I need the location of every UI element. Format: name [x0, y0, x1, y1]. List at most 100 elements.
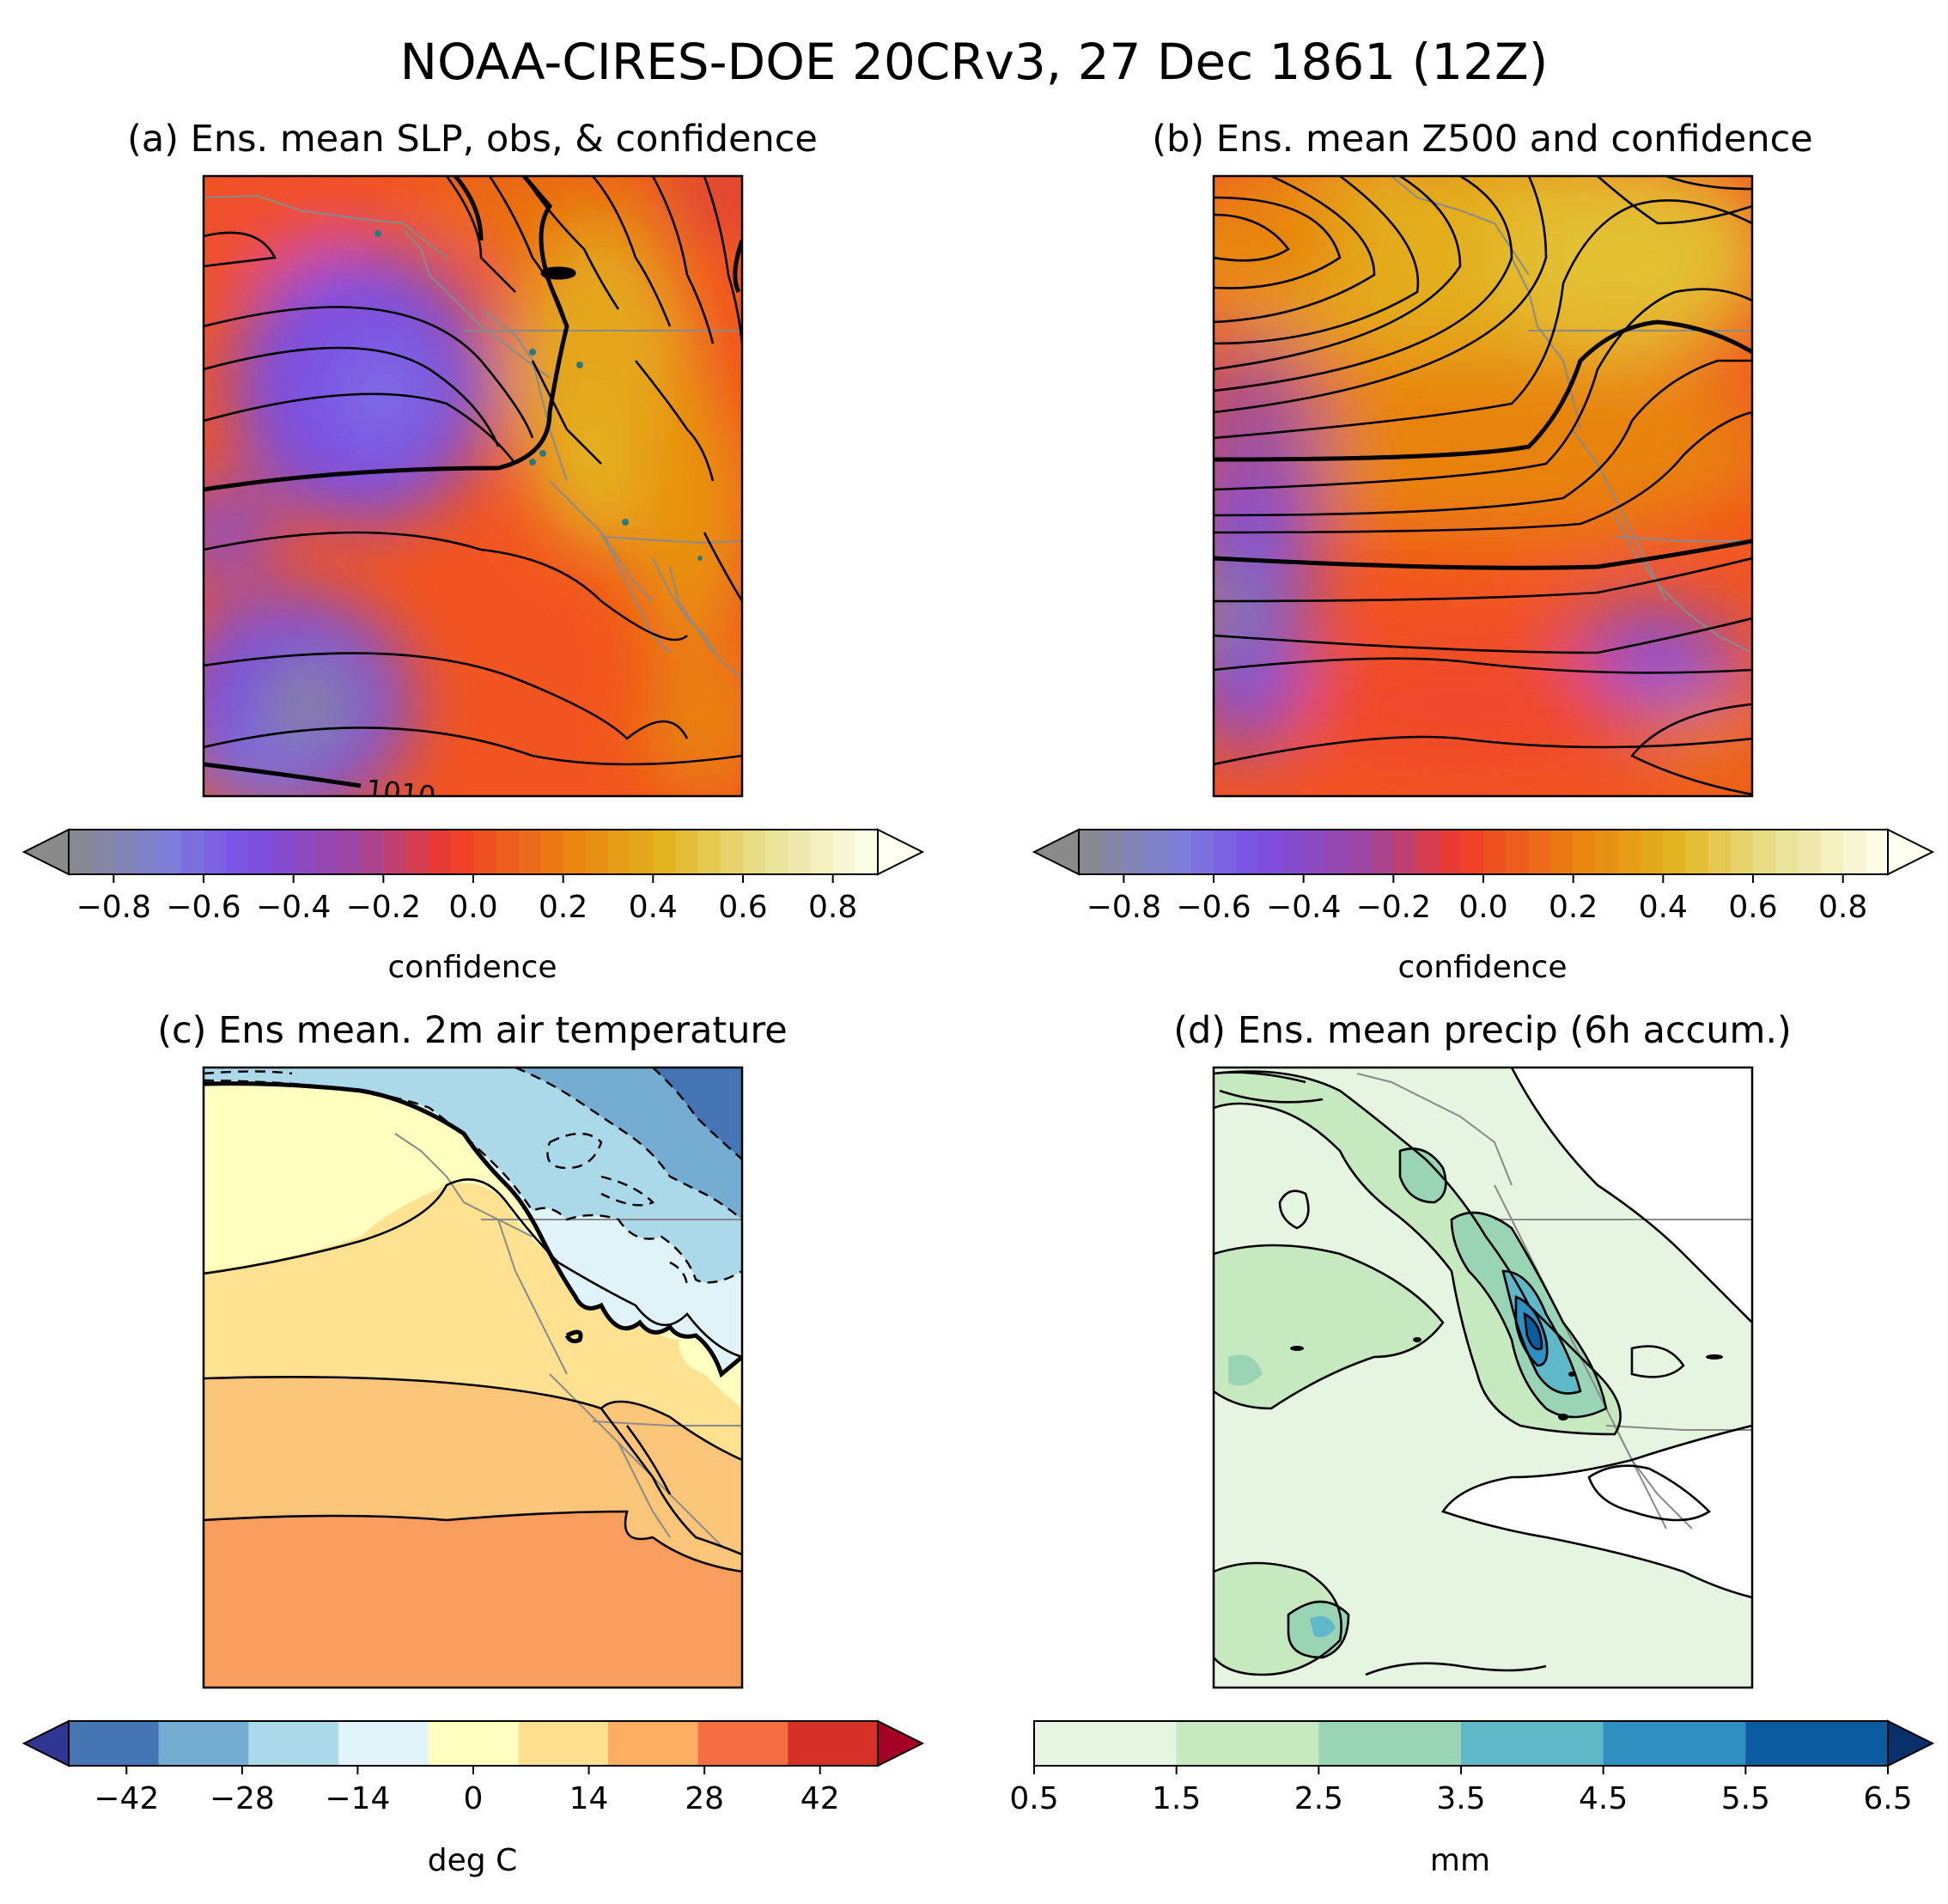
- panel-a-slp-bold-contours: [204, 176, 742, 788]
- colorbar-tick-label: −0.6: [1176, 890, 1251, 925]
- colorbar-tick-label: 1.5: [1152, 1781, 1201, 1816]
- colorbar-segment: [338, 1721, 429, 1766]
- colorbar-segment: [1176, 1721, 1320, 1766]
- colorbar-segment: [788, 1721, 879, 1766]
- colorbar-segment: [1595, 830, 1619, 874]
- colorbar-segment: [383, 830, 407, 874]
- colorbar-segment: [1573, 830, 1597, 874]
- colorbar-segment: [540, 830, 564, 874]
- colorbar-tick-label: 2.5: [1294, 1781, 1343, 1816]
- panel-c-dashed-contours: [204, 1068, 742, 1289]
- figure-title: NOAA-CIRES-DOE 20CRv3, 27 Dec 1861 (12Z): [400, 33, 1549, 91]
- colorbar-tick-label: 0.8: [1818, 890, 1867, 925]
- colorbar-tick-label: 0.2: [539, 890, 587, 925]
- panel-c-zero-contour: [204, 1081, 742, 1378]
- colorbar-tick-label: 0.5: [1009, 1781, 1058, 1816]
- colorbar-temperature: −42 −28 −14 0 14 28 42: [21, 1719, 925, 1816]
- colorbar-tick-label: 0.4: [629, 890, 678, 925]
- colorbar-segment: [1461, 1721, 1604, 1766]
- colorbar-tick-label: 0.6: [1728, 890, 1777, 925]
- colorbar-segment: [496, 830, 520, 874]
- colorbar-segment: [248, 830, 272, 874]
- panel-a-coastline: [204, 194, 742, 679]
- colorbar-segment: [810, 830, 834, 874]
- colorbar-tick-label: −0.2: [346, 890, 421, 925]
- colorbar-segment: [1190, 830, 1214, 874]
- colorbar-segment: [136, 830, 160, 874]
- colorbar-segment: [158, 1721, 250, 1766]
- colorbar-segment: [1618, 830, 1641, 874]
- panel-a-contour-label: 1010: [364, 773, 437, 812]
- colorbar-tick-label: −14: [325, 1781, 390, 1816]
- colorbar-segment: [1123, 830, 1147, 874]
- colorbar-segment: [1101, 830, 1125, 874]
- colorbar-segment: [91, 830, 115, 874]
- colorbar-segment: [585, 830, 609, 874]
- colorbar-b-label: confidence: [1397, 950, 1567, 985]
- colorbar-tick-label: −42: [94, 1781, 159, 1816]
- colorbar-a-label: confidence: [387, 950, 557, 985]
- colorbar-tick-label: −0.2: [1356, 890, 1431, 925]
- colorbar-segment: [1708, 830, 1732, 874]
- colorbar-segment: [1214, 830, 1237, 874]
- colorbar-confidence-b: −0.8 −0.6 −0.4 −0.2 0.0 0.2 0.4 0.6 0.8: [1032, 828, 1935, 925]
- colorbar-confidence-a: −0.8 −0.6 −0.4 −0.2 0.0 0.2 0.4 0.6 0.8: [21, 828, 925, 925]
- colorbar-tick-label: −0.8: [1087, 890, 1161, 925]
- colorbar-segment: [405, 830, 429, 874]
- colorbar-segment: [1438, 830, 1462, 874]
- colorbar-segment: [450, 830, 474, 874]
- colorbar-segment: [315, 830, 339, 874]
- colorbar-segment: [1168, 830, 1192, 874]
- colorbar-segment: [1663, 830, 1687, 874]
- colorbar-segment: [1258, 830, 1282, 874]
- colorbar-segment: [675, 830, 699, 874]
- colorbar-segment: [1303, 830, 1327, 874]
- colorbar-segment: [1842, 830, 1866, 874]
- colorbar-extend-high: [877, 828, 925, 876]
- colorbar-segment: [180, 830, 204, 874]
- colorbar-segment: [428, 830, 452, 874]
- panel-b-map: [1214, 176, 1752, 796]
- colorbar-segment: [1775, 830, 1799, 874]
- colorbar-segment: [855, 830, 879, 874]
- panel-b-z500-contours: [1214, 176, 1752, 796]
- colorbar-segment: [608, 1721, 699, 1766]
- colorbar-segment: [1325, 830, 1349, 874]
- colorbar-tick-label: 28: [685, 1781, 724, 1816]
- colorbar-segment: [1460, 830, 1484, 874]
- colorbar-extend-low: [21, 1719, 70, 1767]
- colorbar-tick-label: 0: [464, 1781, 484, 1816]
- colorbar-tick-label: −0.4: [256, 890, 331, 925]
- colorbar-segment: [630, 830, 654, 874]
- colorbar-d-label: mm: [1430, 1843, 1490, 1878]
- panel-d-title: (d) Ens. mean precip (6h accum.): [1173, 1009, 1792, 1052]
- colorbar-extend-high: [1887, 828, 1935, 876]
- colorbar-segment: [1318, 1721, 1462, 1766]
- colorbar-segment: [1865, 830, 1889, 874]
- colorbar-tick-label: 5.5: [1721, 1781, 1770, 1816]
- colorbar-tick-label: 0.8: [808, 890, 857, 925]
- colorbar-segment: [1685, 830, 1709, 874]
- colorbar-segment: [293, 830, 317, 874]
- colorbar-segment: [697, 830, 721, 874]
- colorbar-tick-label: −0.4: [1266, 890, 1341, 925]
- colorbar-extend-low: [1032, 828, 1080, 876]
- colorbar-segment: [204, 830, 227, 874]
- colorbar-segment: [473, 830, 496, 874]
- panel-c-title: (c) Ens mean. 2m air temperature: [157, 1009, 787, 1052]
- colorbar-tick-label: 4.5: [1579, 1781, 1628, 1816]
- panel-a-title: (a) Ens. mean SLP, obs, & confidence: [127, 118, 818, 161]
- colorbar-segment: [1745, 1721, 1889, 1766]
- colorbar-segment: [1820, 830, 1844, 874]
- colorbar-segment: [1348, 830, 1372, 874]
- colorbar-segment: [832, 830, 856, 874]
- colorbar-segment: [1483, 830, 1507, 874]
- colorbar-segment: [1603, 1721, 1747, 1766]
- colorbar-segment: [743, 830, 766, 874]
- colorbar-segment: [69, 830, 92, 874]
- panel-b-frame: [1212, 174, 1754, 798]
- colorbar-tick-label: 0.6: [718, 890, 767, 925]
- panel-d-contours: [1214, 1068, 1752, 1676]
- panel-c-map: [204, 1068, 742, 1688]
